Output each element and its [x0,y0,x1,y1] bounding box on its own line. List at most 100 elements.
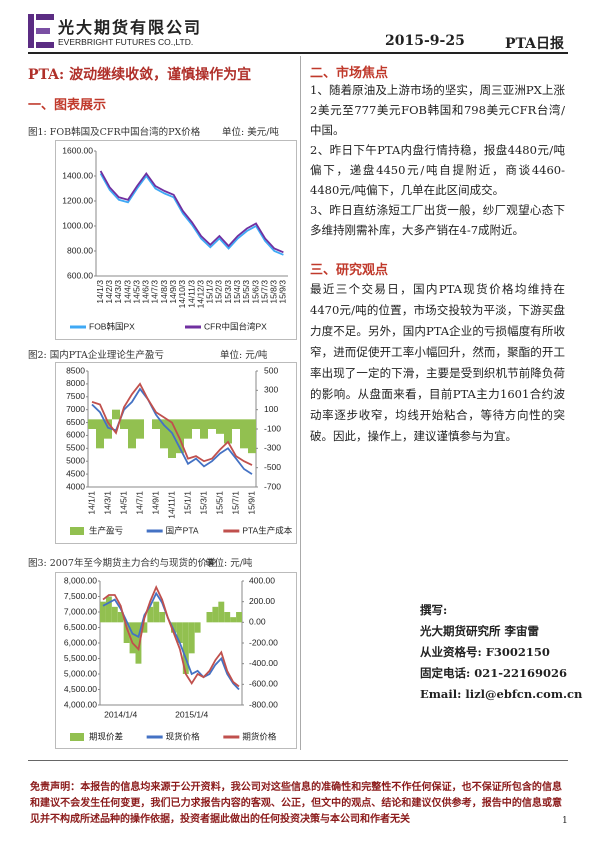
legend-label: 期现价差 [89,731,123,741]
y-tick-label: 8500 [66,365,85,375]
bar [224,419,232,444]
y-tick-label: 7,000.00 [64,606,97,616]
opinion-text: 最近三个交易日，国内PTA现货价格均维持在4470元/吨的位置，市场交投较为平淡… [310,282,565,443]
x-tick-label: 2015/1/4 [175,709,208,719]
y2-tick-label: -400.00 [249,658,278,668]
y-tick-label: 4000 [66,481,85,491]
section-heading: 二、市场焦点 [310,66,389,81]
y-tick-label: 4,000.00 [64,699,97,709]
x-tick-label: 15/9/3 [278,280,288,304]
chart: 600.00 800.00 1000.00 1200.00 1400.00 1600.00… [55,140,297,340]
section-heading: 三、研究观点 [310,263,389,278]
bar [104,419,112,439]
y-tick-label: 800.00 [67,245,93,255]
figure-caption: 图3: 2007年至今期货主力合约与现货的价差 [28,558,217,569]
y-tick-label: 7500 [66,391,85,401]
bar [206,612,213,623]
x-tick-label: 14/9/1 [150,491,160,515]
focus-list: 1、随着原油及上游市场的坚实，周三亚洲PX上涨2美元至777美元FOB韩国和79… [310,80,565,240]
bar [112,409,120,420]
bar [248,419,256,454]
legend-label: 生产盈亏 [89,525,123,535]
bar [100,601,106,623]
y2-tick-label: 200.00 [249,596,275,606]
x-tick-label: 15/7/3 [259,280,269,304]
y-tick-label: 1200.00 [62,195,93,205]
disclaimer: 免责声明：本报告的信息均来源于公开资料，我公司对这些信息的准确性和完整性不作任何… [30,782,562,825]
x-tick-label: 14/12/3 [195,280,205,309]
x-tick-label: 15/3/1 [198,491,208,515]
bar [182,622,189,674]
y-tick-label: 7,500.00 [64,591,97,601]
bar [96,419,104,449]
y2-tick-label: -100 [264,423,281,433]
x-tick-label: 15/8/3 [269,280,279,304]
bar [129,622,136,654]
contact-line: 从业资格号: F3002150 [420,645,550,659]
y-tick-label: 5,500.00 [64,653,97,663]
contact-line: 固定电话: 021-22169026 [420,666,568,680]
legend-swatch [70,527,84,535]
x-tick-label: 14/11/3 [186,280,196,308]
title: PTA: 波动继续收敛，谨慎操作为宜 [28,67,252,83]
chart: 4000 4500 5000 5500 6000 6500 7000 7500 8000 8500… [55,362,297,544]
logo-bar [36,28,50,34]
footer-rule [28,760,568,761]
contact: 撰写: 光大期货研究所 李宙雷 从业资格号: F3002150 固定电话: 02… [420,600,582,705]
y-tick-label: 5000 [66,455,85,465]
y2-tick-label: 0.00 [249,617,266,627]
bar [160,419,168,449]
focus-item: 1、随着原油及上游市场的坚实，周三亚洲PX上涨2美元至777美元FOB韩国和79… [310,83,565,137]
focus-item: 2、昨日下午PTA内盘行情持稳，报盘4480元/吨偏下，递盘4450元/吨自提附… [310,143,565,197]
x-tick-label: 14/4/3 [122,280,132,304]
company-name: 光大期货有限公司 [58,18,203,37]
x-tick-label: 15/2/3 [214,280,224,304]
bar [120,419,128,429]
x-tick-label: 15/9/1 [246,491,256,515]
x-tick-label: 15/1/1 [182,491,192,515]
x-tick-label: 14/3/1 [102,491,112,515]
y-tick-label: 4500 [66,468,85,478]
bar [152,419,160,429]
bar [117,612,124,623]
bar [111,606,118,623]
legend-label: CFR中国台湾PX [204,321,267,331]
y-tick-label: 6,500.00 [64,622,97,632]
column-divider [300,56,301,750]
x-tick-label: 15/5/1 [214,491,224,515]
bar [200,419,208,439]
legend-swatch [70,733,84,741]
legend-label: 国产PTA [166,525,199,535]
contact-line: 撰写: [420,603,448,617]
y2-tick-label: 400.00 [249,575,275,585]
figure-unit: 单位: 元/吨 [220,350,268,361]
x-tick-label: 14/1/3 [95,280,105,304]
x-tick-label: 14/7/3 [150,280,160,304]
page-number: 1 [562,816,568,826]
bar [176,419,184,454]
bar [135,622,142,664]
bar [147,606,154,623]
x-tick-label: 15/7/1 [230,491,240,515]
legend-label: 期货价格 [242,731,277,741]
report-date: 2015-9-25 [385,33,465,49]
legend-label: 现货价格 [166,731,201,741]
bar [194,622,201,633]
legend-label: FOB韩国PX [89,321,135,331]
x-tick-label: 14/2/3 [104,280,114,304]
x-tick-label: 2014/1/4 [104,709,137,719]
y-tick-label: 8,000.00 [64,575,97,585]
bar [236,612,242,623]
bar [153,601,160,623]
y-tick-label: 7000 [66,404,85,414]
y-tick-label: 8000 [66,378,85,388]
x-tick-label: 14/10/3 [177,280,187,309]
x-tick-label: 15/4/3 [232,280,242,304]
x-tick-label: 15/1/3 [205,280,215,304]
y2-tick-label: -700 [264,481,281,491]
bar [232,419,240,429]
bar [192,419,200,429]
bar [240,419,248,449]
bar [128,419,136,449]
